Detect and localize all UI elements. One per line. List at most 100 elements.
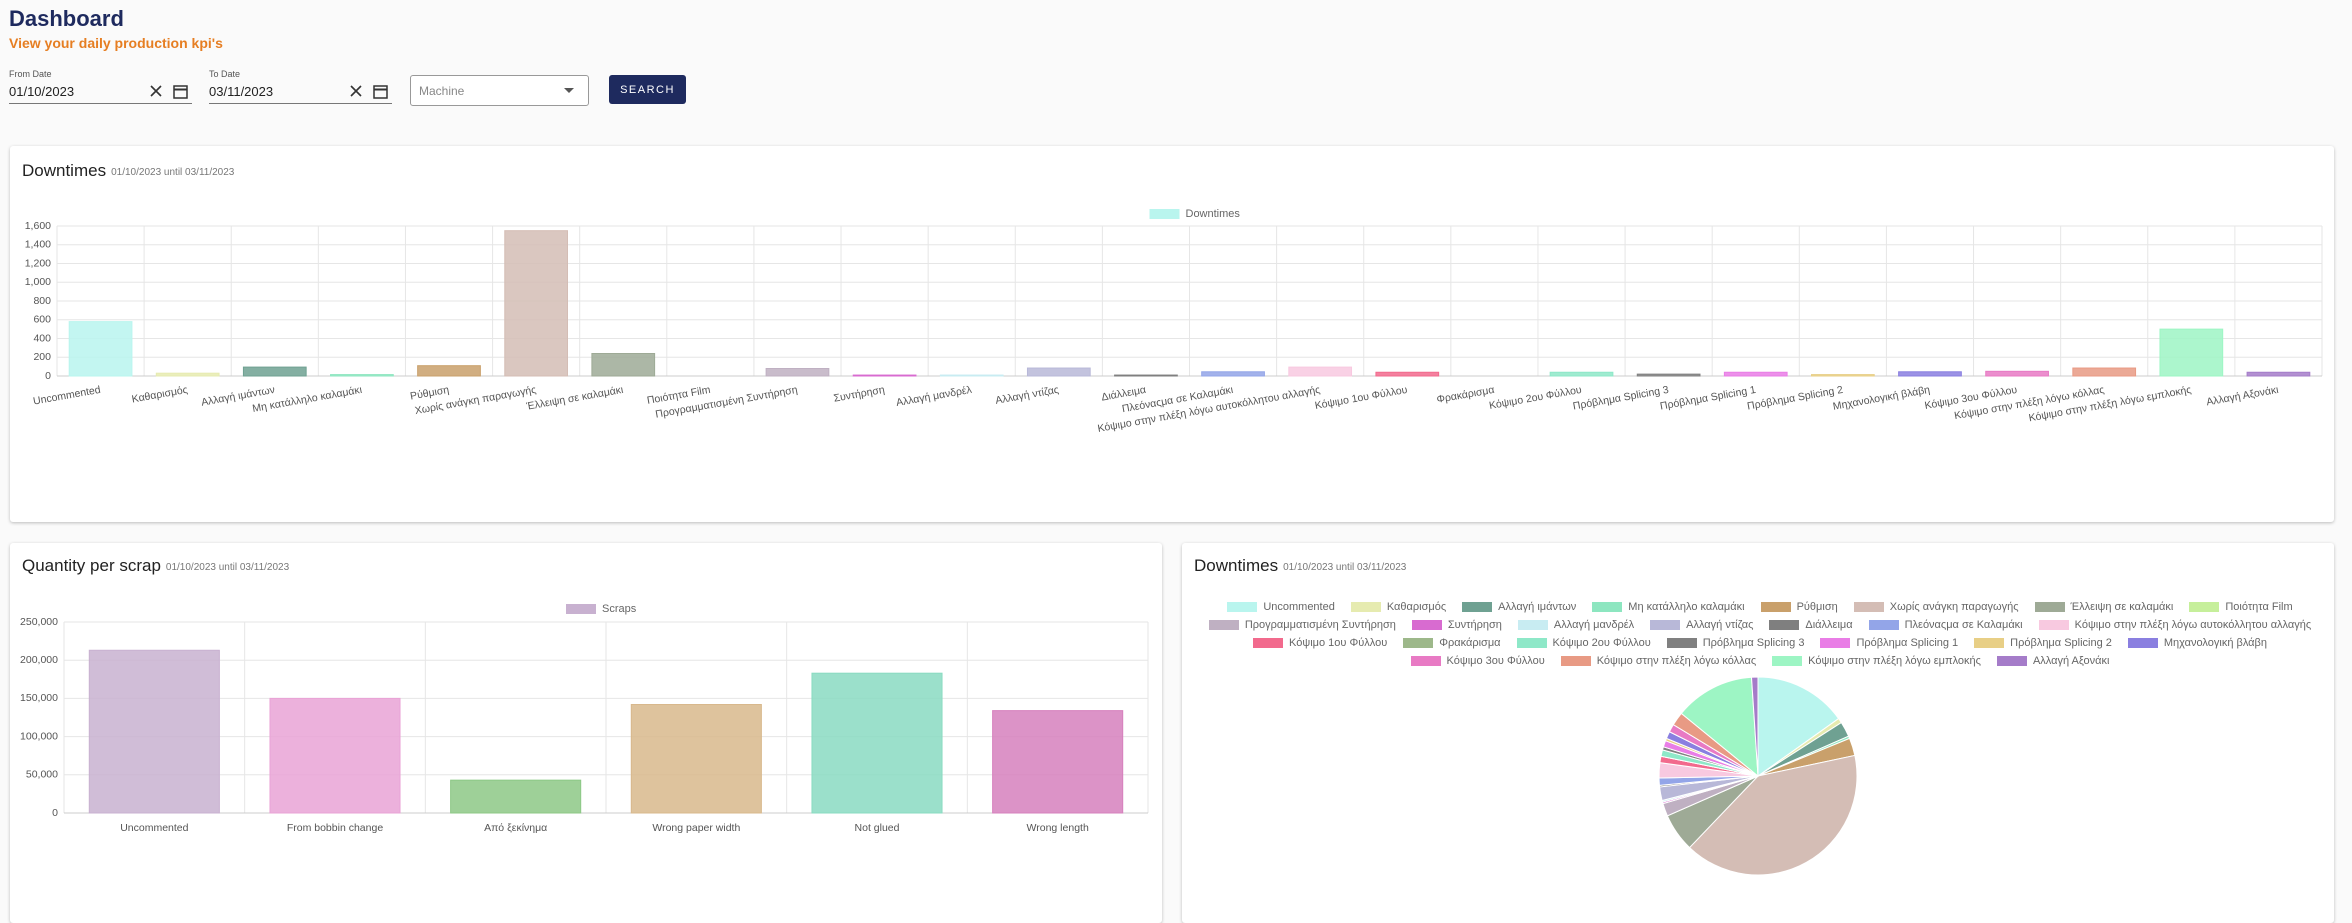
- legend-item[interactable]: Πρόβλημα Splicing 1: [1820, 636, 1958, 650]
- legend-item[interactable]: Καθαρισμός: [1350, 600, 1446, 614]
- legend-item[interactable]: Συντήρηση: [1411, 618, 1502, 632]
- legend-item[interactable]: Διάλλειμα: [1769, 618, 1853, 632]
- subtitle: 01/10/2023 until 03/11/2023: [1283, 562, 1407, 573]
- legend-swatch: [1149, 209, 1180, 219]
- legend-item[interactable]: Πρόβλημα Splicing 2: [1974, 636, 2112, 650]
- legend-item[interactable]: Πλεόναςμα σε Καλαμάκι: [1868, 618, 2023, 632]
- x-tick-label: Uncommented: [32, 384, 101, 408]
- legend-label: Προγραμματισμένη Συντήρηση: [1244, 619, 1396, 631]
- legend-label: Ποιότητα Film: [2225, 601, 2293, 613]
- pie-slice: [1680, 676, 1759, 778]
- y-tick-label: 150,000: [20, 692, 58, 704]
- x-tick-label: Από ξεκίνημα: [484, 822, 547, 834]
- legend-item[interactable]: Έλλειψη σε καλαμάκι: [2034, 600, 2173, 614]
- legend-label: Αλλαγή ντίζας: [1686, 619, 1754, 631]
- legend-label: Κόψιμο στην πλέξη λόγω αυτοκόλλητου αλλα…: [2074, 619, 2312, 631]
- legend-label: Χωρίς ανάγκη παραγωγής: [1889, 601, 2019, 613]
- legend-swatch: [1227, 602, 1258, 612]
- legend-swatch: [1350, 602, 1381, 612]
- legend-label: Μη κατάλληλο καλαμάκι: [1628, 601, 1745, 613]
- legend-item[interactable]: Χωρίς ανάγκη παραγωγής: [1853, 600, 2019, 614]
- to-underline: [209, 103, 392, 104]
- legend-swatch: [1517, 620, 1548, 630]
- legend-item[interactable]: Κόψιμο 2ου Φύλλου: [1516, 636, 1651, 650]
- legend-label: Διάλλειμα: [1805, 619, 1853, 631]
- calendar-icon[interactable]: [173, 85, 188, 99]
- y-tick-label: 200,000: [20, 654, 58, 666]
- legend-item[interactable]: Αλλαγή Αξονάκι: [1996, 654, 2109, 668]
- x-tick-label: Κόψιμο 1ου Φύλλου: [1314, 384, 1409, 412]
- legend-label: Πρόβλημα Splicing 2: [2010, 637, 2112, 649]
- bar: [1288, 366, 1353, 377]
- to-icons[interactable]: [348, 82, 392, 102]
- legend-label: Uncommented: [1263, 601, 1335, 613]
- legend-label: Scraps: [602, 603, 637, 615]
- page-title: Dashboard: [9, 6, 124, 31]
- x-tick-label: Αλλαγή μανδρέλ: [895, 384, 973, 409]
- clear-icon[interactable]: [350, 85, 362, 97]
- y-tick-label: 200: [33, 351, 51, 363]
- machine-placeholder: Machine: [419, 84, 465, 98]
- legend-item[interactable]: Κόψιμο στην πλέξη λόγω αυτοκόλλητου αλλα…: [2038, 618, 2312, 632]
- from-icons[interactable]: [148, 82, 192, 102]
- y-tick-label: 250,000: [20, 616, 58, 628]
- to-date[interactable]: 03/11/2023: [209, 84, 274, 99]
- x-tick-label: Έλλειψη σε καλαμάκι: [525, 384, 625, 413]
- legend-swatch: [1410, 656, 1441, 666]
- legend-item[interactable]: Φρακάρισμα: [1403, 636, 1501, 650]
- y-tick-label: 1,000: [25, 276, 51, 288]
- legend-item[interactable]: Μηχανολογική βλάβη: [2127, 636, 2267, 650]
- legend-swatch: [1772, 656, 1803, 666]
- downtimes-bar-card: [10, 146, 2334, 522]
- legend-swatch: [566, 604, 596, 614]
- subtitle: 01/10/2023 until 03/11/2023: [111, 167, 235, 178]
- legend-swatch: [1516, 638, 1547, 648]
- bar: [1375, 371, 1440, 377]
- x-tick-label: Uncommented: [120, 822, 188, 834]
- chart-title: Quantity per scrap 01/10/2023 until 03/11…: [22, 556, 290, 575]
- title: Quantity per scrap: [22, 556, 161, 575]
- legend-swatch: [1868, 620, 1899, 630]
- legend-label: Μηχανολογική βλάβη: [2163, 637, 2267, 649]
- title: Downtimes: [1194, 556, 1278, 575]
- legend-item[interactable]: Προγραμματισμένη Συντήρηση: [1208, 618, 1396, 632]
- y-tick-label: 100,000: [20, 730, 58, 742]
- y-tick-label: 1,200: [25, 257, 51, 269]
- search-button[interactable]: SEARCH: [609, 75, 686, 104]
- legend-item[interactable]: Αλλαγή ιμάντων: [1462, 600, 1576, 614]
- legend-swatch: [2034, 602, 2065, 612]
- legend-item[interactable]: Μη κατάλληλο καλαμάκι: [1592, 600, 1745, 614]
- legend-label: Πρόβλημα Splicing 3: [1702, 637, 1805, 649]
- legend-item[interactable]: Ποιότητα Film: [2189, 600, 2293, 614]
- pie-legend: Uncommented Καθαρισμός Αλλαγή ιμάντων Μη κα…: [1195, 600, 2325, 668]
- legend-item[interactable]: Πρόβλημα Splicing 3: [1666, 636, 1805, 650]
- legend-item[interactable]: Κόψιμο 3ου Φύλλου: [1410, 654, 1545, 668]
- legend-label: Κόψιμο 1ου Φύλλου: [1289, 637, 1388, 649]
- machine-select[interactable]: Machine: [410, 75, 589, 106]
- bar: [68, 321, 133, 377]
- from-date[interactable]: 01/10/2023: [9, 84, 75, 99]
- y-tick-label: 400: [33, 332, 51, 344]
- legend-item[interactable]: Αλλαγή ντίζας: [1650, 618, 1753, 632]
- legend-item[interactable]: Ρύθμιση: [1760, 600, 1838, 614]
- x-tick-label: Αλλαγή ντίζας: [995, 384, 1060, 407]
- bar: [242, 366, 307, 377]
- legend-item[interactable]: Uncommented: [1227, 600, 1335, 614]
- bar: [1811, 374, 1875, 377]
- legend-item[interactable]: Κόψιμο στην πλέξη λόγω εμπλοκής: [1772, 654, 1981, 668]
- bar: [2072, 367, 2137, 377]
- calendar-icon[interactable]: [373, 85, 388, 99]
- legend-item[interactable]: Αλλαγή μανδρέλ: [1517, 618, 1635, 632]
- bar: [269, 697, 401, 814]
- legend-label: Αλλαγή μανδρέλ: [1553, 619, 1635, 631]
- dropdown-arrow: [564, 88, 574, 93]
- legend-item[interactable]: Κόψιμο στην πλέξη λόγω κόλλας: [1560, 654, 1756, 668]
- legend-swatch: [1853, 602, 1884, 612]
- legend-swatch: [1253, 638, 1284, 648]
- clear-icon[interactable]: [150, 85, 162, 97]
- legend-item[interactable]: Κόψιμο 1ου Φύλλου: [1253, 636, 1387, 650]
- bar: [2246, 371, 2311, 377]
- legend-label: Κόψιμο στην πλέξη λόγω εμπλοκής: [1808, 655, 1981, 667]
